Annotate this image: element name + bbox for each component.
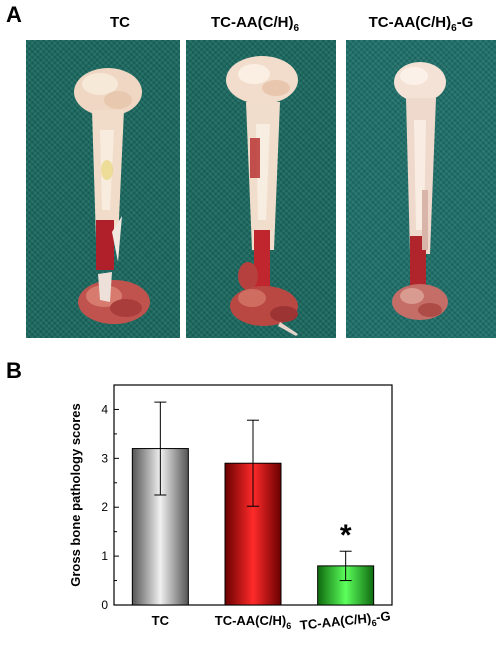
bar — [224, 462, 282, 606]
photo-title-suffix: -G — [456, 14, 474, 31]
photo-title-subscript: 6 — [451, 23, 457, 34]
bone-photo-tc-aa — [186, 40, 336, 338]
y-tick-label: 4 — [101, 402, 108, 416]
y-tick-label: 2 — [101, 500, 108, 514]
bone-specimen-tc-aa-g — [392, 62, 448, 320]
x-category-label: TC-AA(C/H)6 — [215, 613, 292, 631]
bar-chart: 0 1 2 3 4 Gross bone pathology scores TC TC-AA(… — [68, 384, 393, 635]
significance-marker: * — [340, 519, 352, 552]
panel-a-label: A — [6, 2, 22, 27]
y-tick-label: 3 — [101, 451, 108, 465]
x-category-label: TC — [152, 613, 170, 628]
photo-title-tc-aa: TC-AA(C/H)6 — [186, 14, 324, 34]
y-tick-label: 1 — [101, 549, 108, 563]
bone-photo-tc — [26, 40, 180, 338]
photo-title-tc: TC — [90, 14, 150, 34]
bone-specimen-tc — [74, 68, 150, 324]
y-axis-label: Gross bone pathology scores — [68, 403, 83, 587]
x-category-label: TC-AA(C/H)6-G — [299, 608, 391, 635]
photo-title-text: TC-AA(C/H) — [210, 14, 294, 31]
photo-title-tc-aa-g: TC-AA(C/H)6-G — [346, 14, 496, 34]
photo-title-subscript: 6 — [293, 23, 300, 34]
bone-photo-tc-aa-g — [346, 40, 496, 338]
photo-title-text: TC — [110, 14, 130, 31]
panel-b-label: B — [6, 358, 22, 383]
bone-specimen-tc-aa — [226, 56, 298, 336]
y-tick-label: 0 — [101, 598, 108, 612]
photo-title-text: TC-AA(C/H) — [368, 14, 452, 31]
